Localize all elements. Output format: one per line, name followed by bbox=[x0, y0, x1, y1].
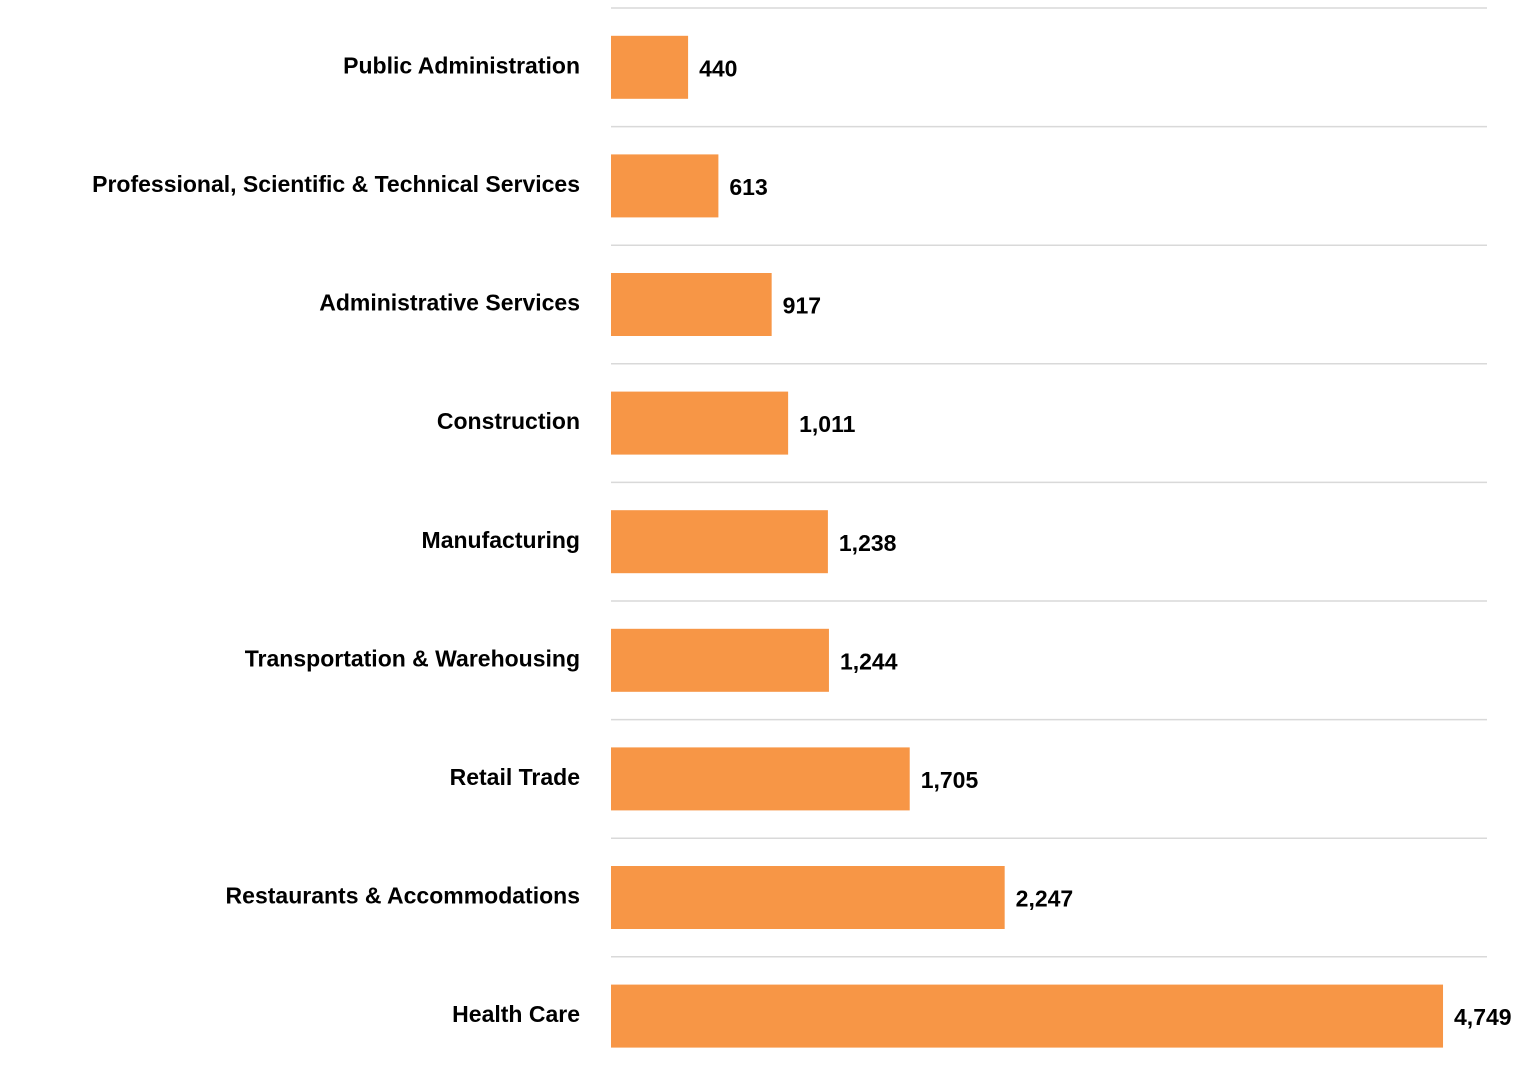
bar bbox=[611, 154, 719, 218]
category-label: Public Administration bbox=[343, 52, 580, 78]
value-label: 1,238 bbox=[839, 530, 897, 556]
category-label: Retail Trade bbox=[450, 764, 580, 790]
value-label: 1,244 bbox=[840, 648, 898, 674]
category-label: Restaurants & Accommodations bbox=[226, 883, 580, 909]
value-label: 2,247 bbox=[1016, 886, 1074, 912]
value-label: 4,749 bbox=[1454, 1004, 1512, 1030]
category-label: Professional, Scientific & Technical Ser… bbox=[92, 171, 580, 197]
bar bbox=[611, 984, 1444, 1048]
value-label: 440 bbox=[699, 55, 737, 81]
value-label: 917 bbox=[783, 293, 821, 319]
bar bbox=[611, 273, 772, 336]
bar bbox=[611, 747, 910, 811]
value-label: 1,705 bbox=[921, 767, 979, 793]
bar bbox=[611, 510, 828, 574]
category-label: Manufacturing bbox=[422, 527, 580, 553]
value-label: 1,011 bbox=[799, 411, 855, 437]
bar bbox=[611, 35, 689, 99]
category-label: Health Care bbox=[452, 1001, 580, 1027]
bar bbox=[611, 628, 829, 692]
category-label: Construction bbox=[437, 408, 580, 434]
value-label: 613 bbox=[729, 174, 767, 200]
category-label: Administrative Services bbox=[319, 290, 580, 316]
bar bbox=[611, 866, 1005, 929]
category-label: Transportation & Warehousing bbox=[245, 645, 580, 671]
bar bbox=[611, 391, 789, 455]
